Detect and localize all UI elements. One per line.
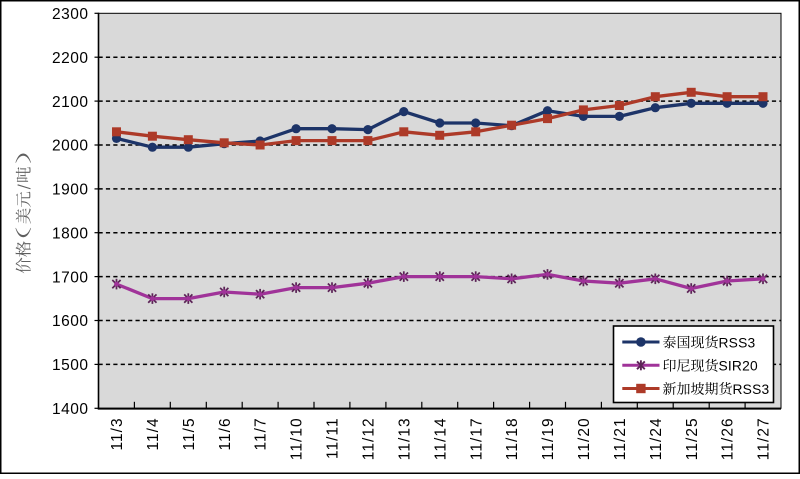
svg-text:1700: 1700 xyxy=(52,269,88,286)
svg-text:11/3: 11/3 xyxy=(109,417,126,450)
svg-text:11/24: 11/24 xyxy=(648,417,665,460)
svg-text:SIR20: SIR20 xyxy=(719,359,758,374)
svg-text:RSS3: RSS3 xyxy=(733,382,770,397)
svg-text:11/11: 11/11 xyxy=(325,417,342,459)
svg-text:2000: 2000 xyxy=(52,138,88,155)
svg-text:11/10: 11/10 xyxy=(289,417,306,460)
svg-text:1900: 1900 xyxy=(52,182,88,199)
svg-text:11/18: 11/18 xyxy=(504,417,521,460)
svg-text:2300: 2300 xyxy=(52,6,88,23)
svg-text:2200: 2200 xyxy=(52,50,88,67)
svg-text:RSS3: RSS3 xyxy=(719,335,756,350)
svg-text:1600: 1600 xyxy=(52,313,88,330)
svg-text:11/20: 11/20 xyxy=(576,417,593,460)
svg-text:11/25: 11/25 xyxy=(684,417,701,460)
svg-text:11/17: 11/17 xyxy=(468,417,485,460)
svg-text:11/21: 11/21 xyxy=(612,417,629,460)
svg-text:11/27: 11/27 xyxy=(756,417,773,460)
svg-text:11/7: 11/7 xyxy=(253,417,270,450)
svg-text:11/5: 11/5 xyxy=(181,417,198,450)
svg-text:11/6: 11/6 xyxy=(217,417,234,450)
svg-text:11/26: 11/26 xyxy=(720,417,737,460)
svg-text:1800: 1800 xyxy=(52,225,88,242)
svg-text:11/13: 11/13 xyxy=(396,417,413,460)
svg-text:11/19: 11/19 xyxy=(540,417,557,460)
svg-text:1400: 1400 xyxy=(52,401,88,418)
svg-text:11/4: 11/4 xyxy=(145,417,162,450)
svg-text:1500: 1500 xyxy=(52,357,88,374)
svg-text:11/12: 11/12 xyxy=(361,417,378,460)
svg-text:2100: 2100 xyxy=(52,94,88,111)
svg-text:11/14: 11/14 xyxy=(432,417,449,460)
